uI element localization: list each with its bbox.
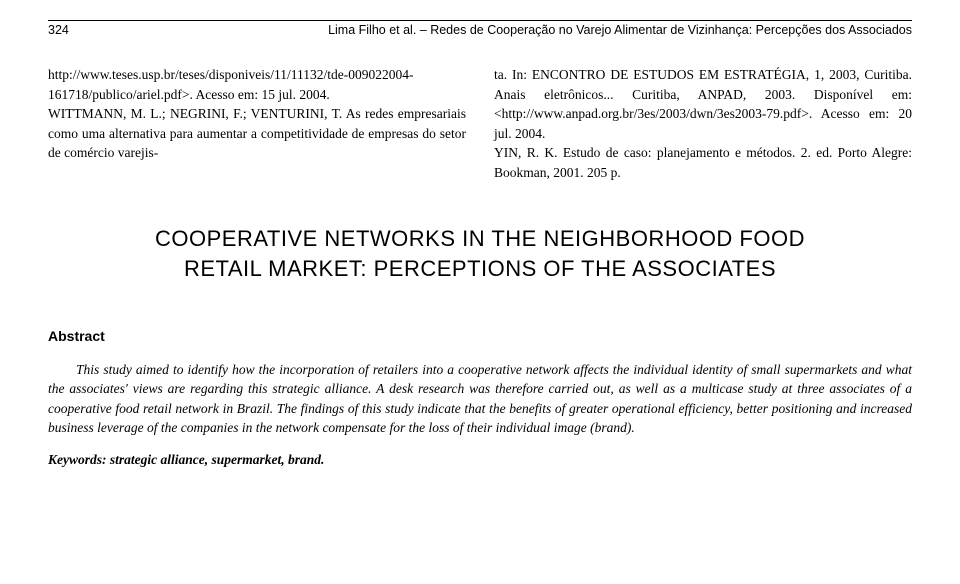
page-number: 324 xyxy=(48,23,69,37)
article-title-line: COOPERATIVE NETWORKS IN THE NEIGHBORHOOD… xyxy=(68,224,892,254)
header-authors-title: Lima Filho et al. – Redes de Cooperação … xyxy=(328,23,912,37)
reference-text: ta. In: ENCONTRO DE ESTUDOS EM ESTRATÉGI… xyxy=(494,65,912,182)
references-right-column: ta. In: ENCONTRO DE ESTUDOS EM ESTRATÉGI… xyxy=(494,65,912,182)
article-title: COOPERATIVE NETWORKS IN THE NEIGHBORHOOD… xyxy=(48,224,912,283)
page-header: 324 Lima Filho et al. – Redes de Coopera… xyxy=(48,20,912,37)
article-title-line: RETAIL MARKET: PERCEPTIONS OF THE ASSOCI… xyxy=(68,254,892,284)
keywords: Keywords: strategic alliance, supermarke… xyxy=(48,452,912,468)
abstract-body: This study aimed to identify how the inc… xyxy=(48,360,912,438)
references-columns: http://www.teses.usp.br/teses/disponivei… xyxy=(48,65,912,182)
abstract-label: Abstract xyxy=(48,328,912,344)
references-left-column: http://www.teses.usp.br/teses/disponivei… xyxy=(48,65,466,182)
reference-text: http://www.teses.usp.br/teses/disponivei… xyxy=(48,65,466,163)
